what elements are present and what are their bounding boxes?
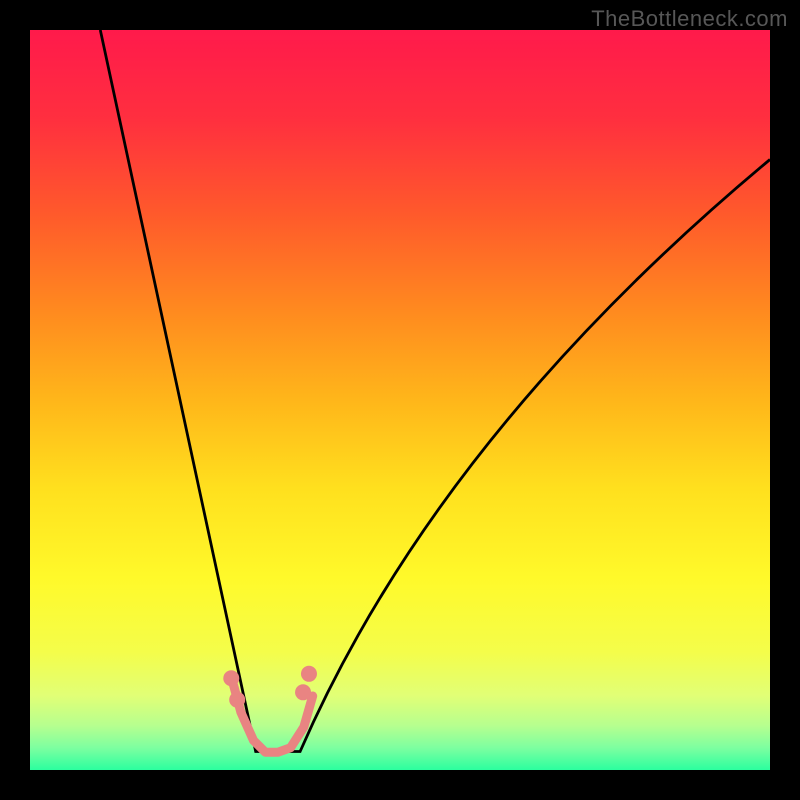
bead-marker [223,670,239,686]
plot-gradient [30,30,770,770]
chart-svg [0,0,800,800]
bead-marker [295,684,311,700]
chart-container: TheBottleneck.com [0,0,800,800]
bead-marker [301,666,317,682]
watermark-text: TheBottleneck.com [591,6,788,32]
bead-marker [229,692,245,708]
